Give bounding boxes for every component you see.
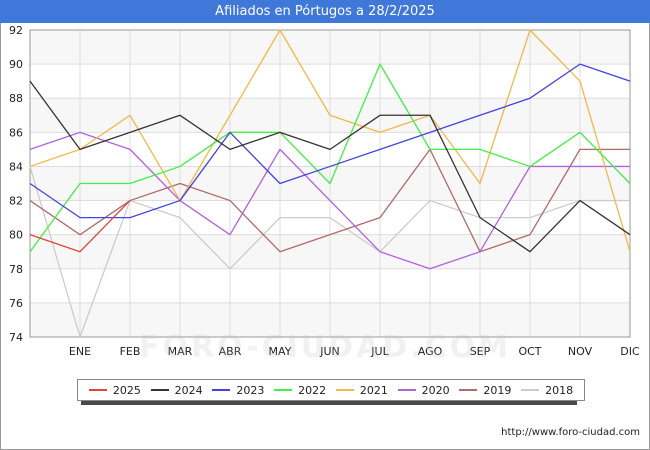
x-tick-label: SEP [470,345,491,358]
x-tick-label: OCT [518,345,541,358]
x-tick-label: MAR [168,345,193,358]
x-tick-label: JUL [370,345,389,358]
legend-label: 2023 [236,383,265,397]
y-tick-label: 80 [9,229,23,242]
legend-label: 2025 [112,383,141,397]
x-tick-label: MAY [269,345,292,358]
legend-item-2021: 2021 [335,383,388,397]
legend-label: 2024 [174,383,203,397]
legend-label: 2021 [359,383,388,397]
y-tick-label: 78 [9,263,23,276]
series-line-2024 [29,80,631,253]
legend-swatch [212,389,231,391]
y-tick-label: 84 [9,160,23,173]
title-bar [0,0,650,23]
watermark: FORO-CIUDAD.COM [139,330,511,365]
legend-swatch [150,389,169,391]
y-tick-label: 90 [9,58,23,71]
legend-item-2018: 2018 [521,384,573,397]
y-tick-label: 88 [9,92,23,105]
legend-item-2024: 2024 [150,383,203,397]
legend-swatch [335,389,354,391]
y-tick-labels: 74 76 78 80 82 84 86 88 90 92 [9,24,23,344]
x-tick-labels: ENE FEB MAR ABR MAY JUN JUL AGO SEP OCT NOV DIC [69,345,640,358]
x-tick-label: ENE [69,345,91,358]
series-line-2025 [29,200,131,253]
y-tick-label: 92 [9,24,23,37]
series-line-2022 [29,63,631,253]
series-line-2021 [29,29,631,252]
x-tick-label: DIC [620,345,640,358]
legend-label: 2020 [421,383,450,397]
legend: 2025 2024 2023 2022 2021 2020 2019 2018 [77,379,585,401]
series-line-2023 [29,63,631,219]
legend-swatch [521,389,540,391]
y-tick-label: 86 [9,126,23,139]
legend-label: 2018 [545,383,574,397]
chart-title: Afiliados en Pórtugos a 28/2/2025 [215,4,435,19]
legend-item-2023: 2023 [212,384,264,397]
legend-swatch [459,389,478,391]
y-tick-label: 82 [9,195,23,208]
legend-swatch [274,389,293,391]
legend-label: 2022 [298,383,327,397]
source-url[interactable]: http://www.foro-ciudad.com [501,427,640,438]
y-tick-label: 74 [9,331,23,344]
x-tick-label: ABR [219,345,242,358]
legend-swatch [397,389,416,391]
legend-item-2022: 2022 [274,384,326,397]
x-tick-label: FEB [120,345,141,358]
x-tick-label: JUN [319,345,340,358]
x-tick-label: NOV [568,345,593,358]
legend-swatch [88,389,107,391]
x-tick-label: AGO [418,345,443,358]
legend-item-2019: 2019 [459,384,511,397]
legend-item-2020: 2020 [397,383,450,397]
legend-item-2025: 2025 [88,383,141,397]
series-lines [29,29,631,338]
y-tick-label: 76 [9,297,23,310]
legend-label: 2019 [483,383,512,397]
